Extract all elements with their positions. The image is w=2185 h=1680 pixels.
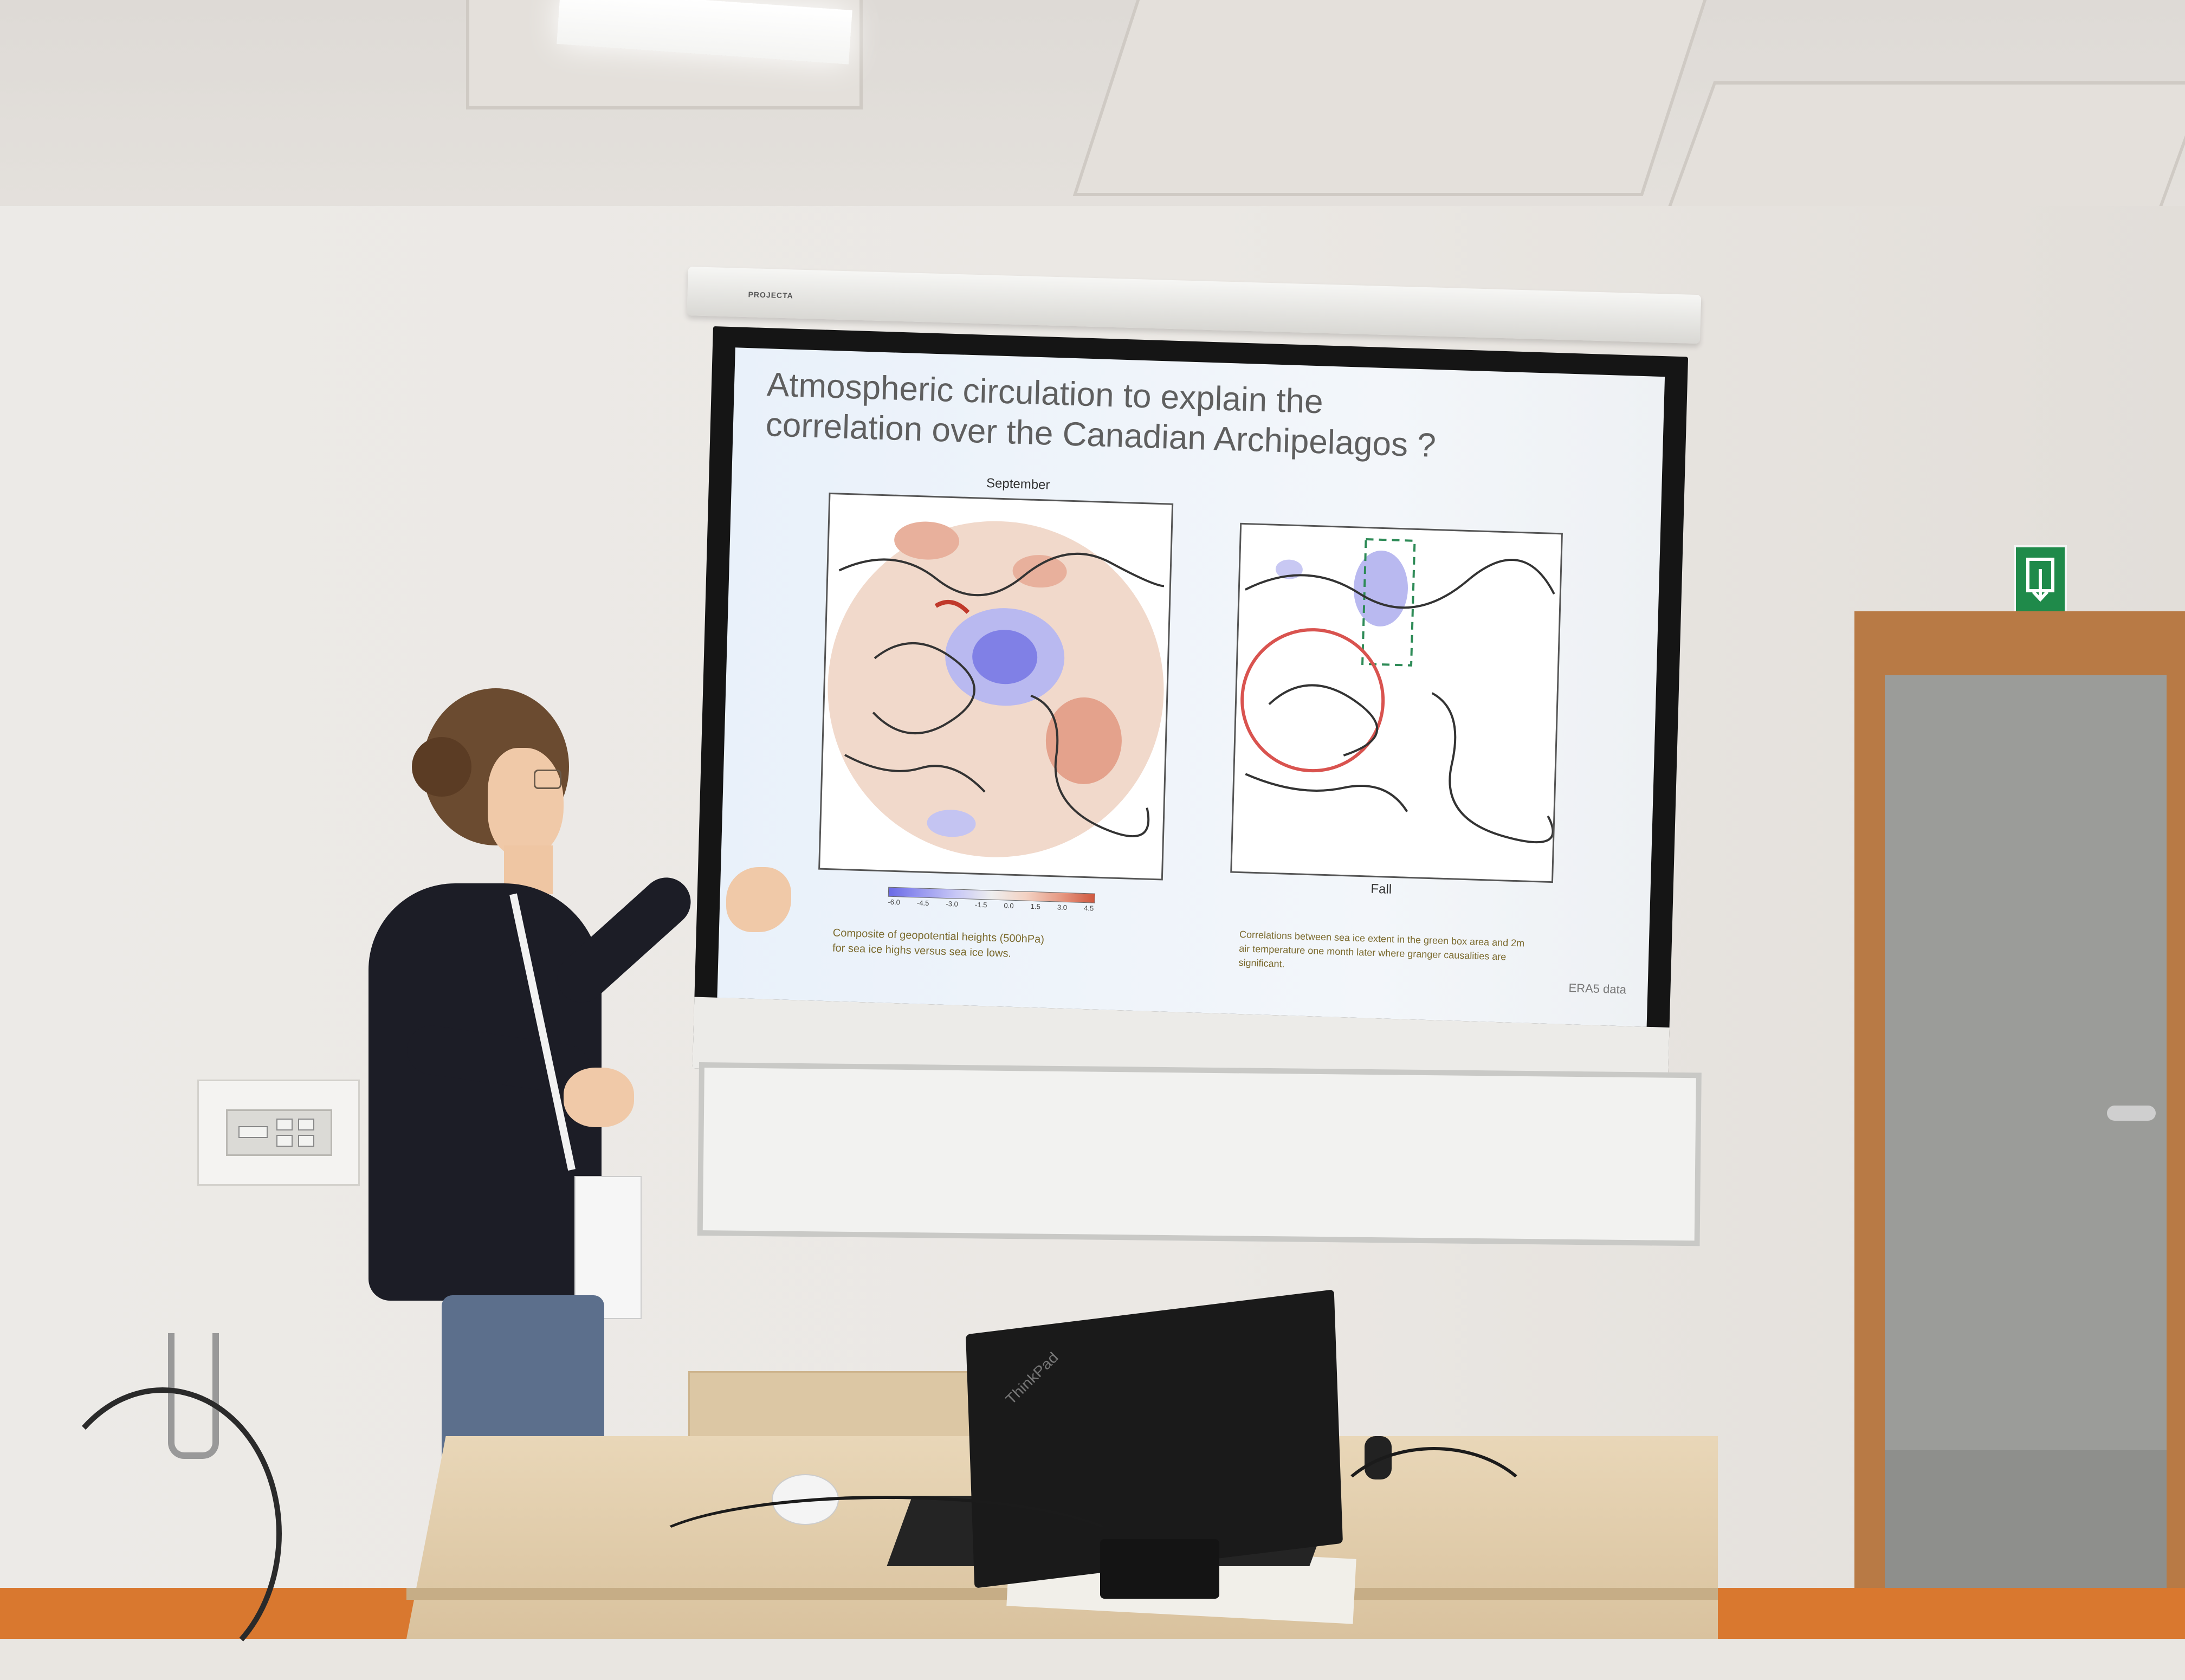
colorbar-tick: 4.5 xyxy=(1083,904,1094,913)
coastline xyxy=(1244,559,1555,609)
presenter-hair-bun xyxy=(412,737,471,797)
coastline xyxy=(838,552,1165,597)
colorbar-tick: 1.5 xyxy=(1030,902,1041,911)
colorbar-tick: 3.0 xyxy=(1057,903,1068,912)
negative-anomaly xyxy=(927,810,976,837)
glasses xyxy=(534,770,561,789)
negative-anomaly-core xyxy=(972,630,1038,684)
switch-button[interactable] xyxy=(276,1135,293,1147)
projector-brand: PROJECTA xyxy=(748,290,794,300)
coastline xyxy=(844,754,986,793)
door-panel xyxy=(1885,675,2167,1450)
left-map-label: September xyxy=(986,475,1050,493)
right-map-label: Fall xyxy=(1371,881,1392,897)
switch-button[interactable] xyxy=(276,1119,293,1130)
positive-anomaly xyxy=(1012,555,1067,588)
laptop-logo: ThinkPad xyxy=(1002,1349,1062,1408)
slide-title: Atmospheric circulation to explain the c… xyxy=(765,365,1645,473)
colorbar-tick: -1.5 xyxy=(974,900,987,909)
coastline xyxy=(872,642,975,735)
door-handle[interactable] xyxy=(2107,1106,2156,1121)
correlation-map-graphic xyxy=(1232,524,1561,882)
exit-arrow-icon xyxy=(2026,558,2054,602)
cable xyxy=(639,1496,1134,1611)
colorbar-tick: -3.0 xyxy=(946,900,959,908)
presenter-face xyxy=(488,748,564,856)
presenter-pointing-hand xyxy=(726,867,791,932)
region-circle xyxy=(1240,628,1385,773)
presenter-hand xyxy=(564,1068,634,1127)
left-caption: Composite of geopotential heights (500hP… xyxy=(832,925,1158,966)
data-source: ERA5 data xyxy=(1568,981,1627,997)
switch-display[interactable] xyxy=(238,1126,268,1138)
coastline xyxy=(1245,773,1408,812)
highlight-box xyxy=(934,600,970,614)
hanging-cable xyxy=(43,1387,282,1680)
geopotential-map xyxy=(818,492,1174,881)
green-box-area xyxy=(1361,538,1416,667)
exit-sign xyxy=(2014,545,2067,613)
cable xyxy=(1322,1447,1546,1616)
light-switch-panel xyxy=(197,1080,360,1186)
projection-screen: Atmospheric circulation to explain the c… xyxy=(692,326,1689,1100)
coastline xyxy=(1431,692,1554,844)
correlation-map xyxy=(1230,522,1563,883)
positive-anomaly xyxy=(1045,697,1122,784)
presentation-slide: Atmospheric circulation to explain the c… xyxy=(717,347,1665,1027)
right-caption: Correlations between sea ice extent in t… xyxy=(1238,927,1635,982)
switch-button[interactable] xyxy=(298,1119,314,1130)
presenter xyxy=(347,688,791,1555)
ceiling-tile xyxy=(1072,0,1709,196)
positive-anomaly xyxy=(894,521,960,560)
switch-button[interactable] xyxy=(298,1135,314,1147)
colorbar-tick: -6.0 xyxy=(888,897,901,907)
colorbar-tick: -4.5 xyxy=(916,899,929,908)
colorbar-tick: 0.0 xyxy=(1004,901,1014,910)
coastline xyxy=(1268,684,1379,757)
switch-panel-face xyxy=(226,1109,332,1156)
coastline xyxy=(1030,694,1150,837)
map-background xyxy=(1232,524,1561,882)
geopotential-map-graphic xyxy=(828,521,1165,857)
whiteboard xyxy=(697,1062,1702,1246)
